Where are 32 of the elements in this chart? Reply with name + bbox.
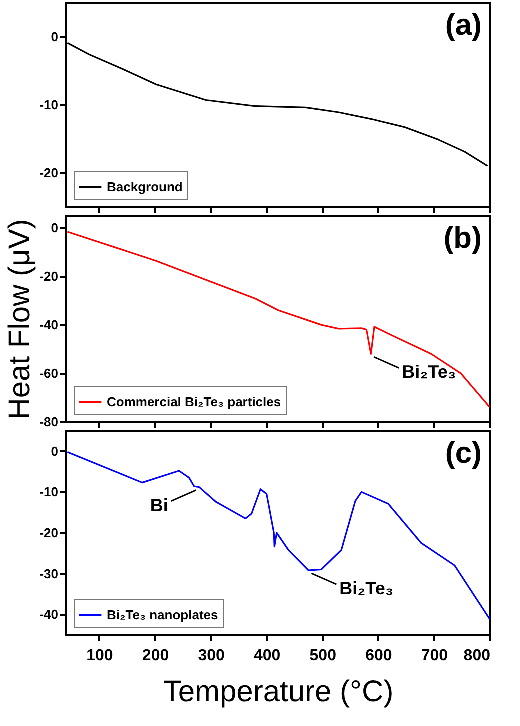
annotation: (b) bbox=[444, 222, 482, 255]
annotation: Bi₂Te₃ bbox=[340, 578, 394, 599]
annotation: (c) bbox=[445, 437, 482, 470]
y-tick-label: -10 bbox=[40, 98, 58, 112]
y-tick-label: -60 bbox=[40, 366, 58, 382]
y-tick-label: -40 bbox=[40, 318, 58, 333]
x-tick-label: 500 bbox=[310, 648, 337, 664]
x-tick-label: 300 bbox=[198, 648, 225, 664]
x-tick-label: 200 bbox=[142, 648, 170, 664]
x-tick-label: 800 bbox=[464, 648, 491, 664]
x-tick-label: 400 bbox=[254, 648, 281, 664]
legend-label: Background bbox=[107, 180, 183, 194]
y-tick-label: -80 bbox=[40, 414, 58, 430]
x-tick-label: 100 bbox=[86, 648, 114, 664]
y-tick-label: 0 bbox=[51, 220, 58, 236]
y-tick-label: 0 bbox=[51, 30, 58, 44]
y-axis-title: Heat Flow (μV) bbox=[4, 219, 37, 420]
y-tick-label: -20 bbox=[40, 166, 58, 180]
annotation: (a) bbox=[445, 9, 482, 42]
y-tick-label: -20 bbox=[40, 269, 58, 284]
y-tick-label: -10 bbox=[40, 484, 58, 500]
annotation: Bi₂Te₃ bbox=[402, 362, 456, 382]
y-tick-label: -40 bbox=[40, 607, 58, 622]
annotation: Bi bbox=[150, 495, 168, 516]
x-tick-label: 600 bbox=[366, 648, 392, 664]
x-tick-label: 700 bbox=[421, 648, 448, 664]
y-tick-label: -30 bbox=[40, 566, 58, 582]
legend-label: Bi₂Te₃ nanoplates bbox=[107, 608, 218, 622]
legend-label: Commercial Bi₂Te₃ particles bbox=[107, 394, 282, 410]
y-tick-label: -20 bbox=[40, 526, 58, 540]
y-tick-label: 0 bbox=[51, 444, 58, 459]
x-axis-title: Temperature (°C) bbox=[163, 676, 394, 708]
